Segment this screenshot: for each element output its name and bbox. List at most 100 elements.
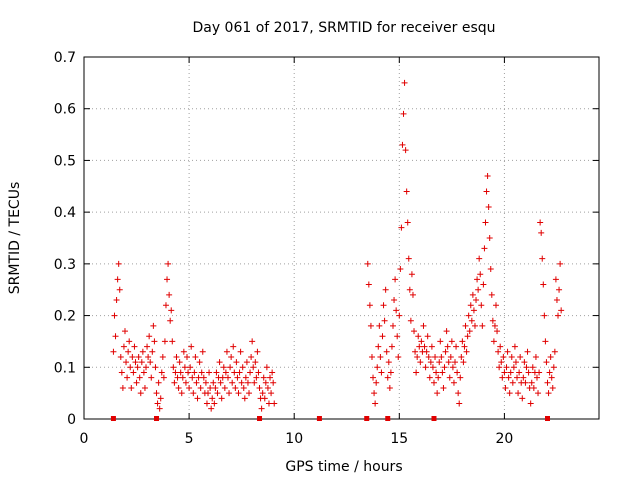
data-point — [222, 369, 229, 376]
data-point — [487, 266, 494, 273]
data-point — [262, 379, 269, 386]
data-point — [244, 379, 251, 386]
data-point — [127, 364, 134, 371]
data-point — [535, 390, 542, 397]
data-point — [140, 369, 147, 376]
zero-marker — [154, 416, 160, 421]
data-point — [430, 379, 437, 386]
data-point — [436, 359, 443, 366]
data-point — [522, 379, 529, 386]
data-point — [141, 384, 148, 391]
data-point — [217, 379, 224, 386]
data-point — [396, 312, 403, 319]
data-point — [457, 374, 464, 381]
data-point — [234, 374, 241, 381]
data-point — [198, 369, 205, 376]
data-point — [420, 322, 427, 329]
grid — [84, 57, 599, 419]
data-point — [167, 317, 174, 324]
data-point — [378, 369, 385, 376]
data-point — [530, 384, 537, 391]
y-tick-label: 0.3 — [54, 257, 76, 273]
data-point — [464, 333, 471, 340]
data-point — [474, 276, 481, 283]
data-point — [461, 343, 468, 350]
data-point — [173, 353, 180, 360]
zero-marker — [110, 416, 116, 421]
data-point — [180, 348, 187, 355]
data-point — [454, 369, 461, 376]
data-point — [447, 353, 454, 360]
data-point — [205, 390, 212, 397]
data-point — [228, 353, 235, 360]
data-point — [155, 379, 162, 386]
data-point — [221, 384, 228, 391]
data-point — [218, 395, 225, 402]
data-point — [481, 245, 488, 252]
data-point — [191, 369, 198, 376]
x-tick-label: 15 — [390, 431, 408, 447]
data-point — [174, 374, 181, 381]
data-point — [462, 322, 469, 329]
data-point — [448, 338, 455, 345]
data-point — [433, 369, 440, 376]
data-point — [374, 364, 381, 371]
data-point — [170, 364, 177, 371]
data-point — [365, 281, 372, 288]
data-point — [405, 255, 412, 262]
data-point — [267, 374, 274, 381]
data-point — [366, 302, 373, 309]
data-point — [450, 379, 457, 386]
data-point — [193, 379, 200, 386]
data-point — [471, 322, 478, 329]
data-point — [216, 359, 223, 366]
data-point — [208, 405, 215, 412]
data-point — [231, 369, 238, 376]
data-point — [120, 343, 127, 350]
data-point — [435, 374, 442, 381]
data-point — [261, 395, 268, 402]
data-point — [533, 374, 540, 381]
data-point — [409, 291, 416, 298]
data-point — [129, 353, 136, 360]
data-point — [384, 374, 391, 381]
data-point — [511, 343, 518, 350]
data-point — [401, 79, 408, 86]
data-point — [411, 328, 418, 335]
data-point — [121, 328, 128, 335]
data-point — [264, 384, 271, 391]
data-point — [501, 369, 508, 376]
data-point — [452, 359, 459, 366]
data-point — [485, 203, 492, 210]
data-point — [426, 374, 433, 381]
data-point — [546, 369, 553, 376]
data-point — [423, 348, 430, 355]
data-point — [112, 333, 119, 340]
data-point — [440, 384, 447, 391]
data-point — [371, 390, 378, 397]
data-point — [251, 379, 258, 386]
data-point — [508, 353, 515, 360]
data-point — [236, 369, 243, 376]
data-point — [502, 384, 509, 391]
zero-marker — [316, 416, 322, 421]
data-point — [486, 235, 493, 241]
data-point — [232, 384, 239, 391]
data-point — [187, 364, 194, 371]
data-point — [161, 338, 168, 345]
data-point — [177, 369, 184, 376]
data-point — [478, 302, 485, 309]
data-point — [143, 364, 150, 371]
data-point — [175, 384, 182, 391]
data-point — [515, 390, 522, 397]
data-point — [509, 379, 516, 386]
y-tick-label: 0.4 — [54, 205, 76, 221]
data-point — [123, 359, 130, 366]
data-point — [139, 348, 146, 355]
data-point — [393, 307, 400, 314]
data-point — [398, 224, 405, 231]
y-tick-label: 0.6 — [54, 102, 76, 118]
data-point — [473, 297, 480, 304]
data-point — [119, 384, 126, 391]
